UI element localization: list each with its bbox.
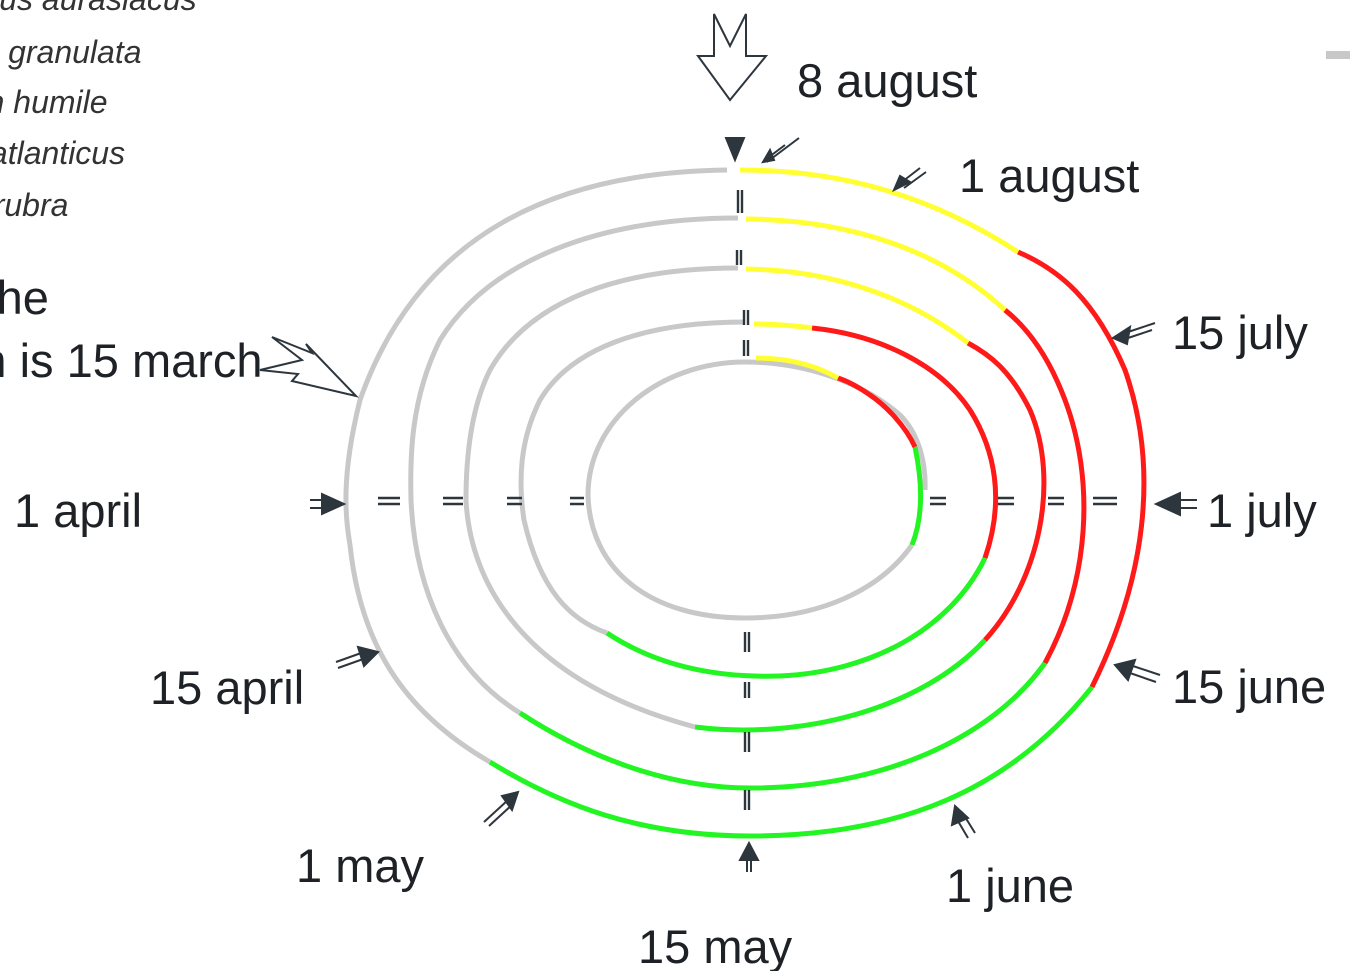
ring-inner-dormant: [585, 359, 928, 621]
ring-fourth: [518, 319, 999, 679]
ring-third-yellow: [745, 266, 970, 345]
date-label-aug8: 8 august: [797, 54, 977, 107]
may1-arrow-icon: [483, 790, 520, 827]
species-label-ranunculus: Ranunculus aurasiacus: [0, 0, 197, 17]
tick-marks: [378, 190, 1117, 810]
ring-inner-yellow: [755, 355, 840, 381]
date-label-jun15: 15 june: [1172, 660, 1326, 713]
species-label-festuca: Festuca rubra: [0, 187, 68, 223]
ring-fourth-dormant: [518, 319, 746, 636]
ring-outer-dormant: [343, 167, 728, 765]
may15-arrow-icon: [738, 840, 760, 872]
corner-dash: [1326, 51, 1350, 59]
jun15-arrow-icon: [1113, 658, 1161, 683]
jul1-arrow-icon: [1153, 491, 1197, 517]
date-label-may15: 15 may: [638, 920, 793, 971]
ring-second-green: [518, 661, 1048, 791]
ring-second: [408, 215, 1087, 791]
apr1-arrow-icon: [310, 492, 347, 516]
date-label-apr1: 1 april: [14, 484, 142, 537]
season-end-arrow-icon: [696, 13, 769, 102]
ring-outer: [343, 167, 1147, 839]
season-note-line1: Start of the: [0, 271, 49, 324]
ring-fourth-green: [605, 556, 988, 679]
date-label-jul1: 1 july: [1207, 484, 1317, 537]
ring-inner: [585, 355, 928, 621]
ring-outer-yellow: [739, 167, 1020, 255]
date-label-apr15: 15 april: [150, 661, 304, 714]
apr15-arrow-icon: [335, 645, 380, 669]
ring-second-yellow: [745, 216, 1007, 312]
date-arrows: [310, 137, 1197, 872]
ring-third-green: [694, 638, 987, 733]
aug1-arrow-icon: [892, 167, 927, 193]
ring-fourth-yellow: [753, 321, 813, 331]
season-start-arrow-icon: [259, 336, 360, 398]
season-note-line2: season is 15 march: [0, 334, 263, 387]
ring-inner-green: [909, 446, 924, 546]
species-label-sedum: Sedum humile: [0, 84, 108, 120]
ring-fourth-red: [811, 325, 999, 559]
species-label-saxifraga: Saxifraga granulata: [0, 34, 142, 70]
ring-third: [463, 265, 1047, 733]
date-label-jul15: 15 july: [1172, 306, 1308, 359]
top-marker-icon: [724, 137, 746, 163]
ring-third-dormant: [463, 265, 739, 730]
species-rings: [343, 167, 1147, 839]
date-label-jun1: 1 june: [946, 859, 1074, 912]
ring-outer-red: [1017, 249, 1147, 689]
ring-third-red: [966, 340, 1047, 642]
ring-second-dormant: [408, 215, 739, 716]
ring-second-red: [1003, 308, 1087, 665]
ring-outer-green: [488, 685, 1094, 839]
date-label-aug1: 1 august: [959, 149, 1139, 202]
aug8-arrow-icon: [761, 137, 800, 164]
species-label-ulex: Ulex atlanticus: [0, 135, 125, 171]
jun1-arrow-icon: [950, 803, 976, 839]
ring-inner-red: [837, 375, 918, 449]
species-legend: Ranunculus aurasiacus Saxifraga granulat…: [0, 0, 197, 223]
date-label-may1: 1 may: [296, 839, 424, 892]
jul15-arrow-icon: [1110, 322, 1156, 346]
